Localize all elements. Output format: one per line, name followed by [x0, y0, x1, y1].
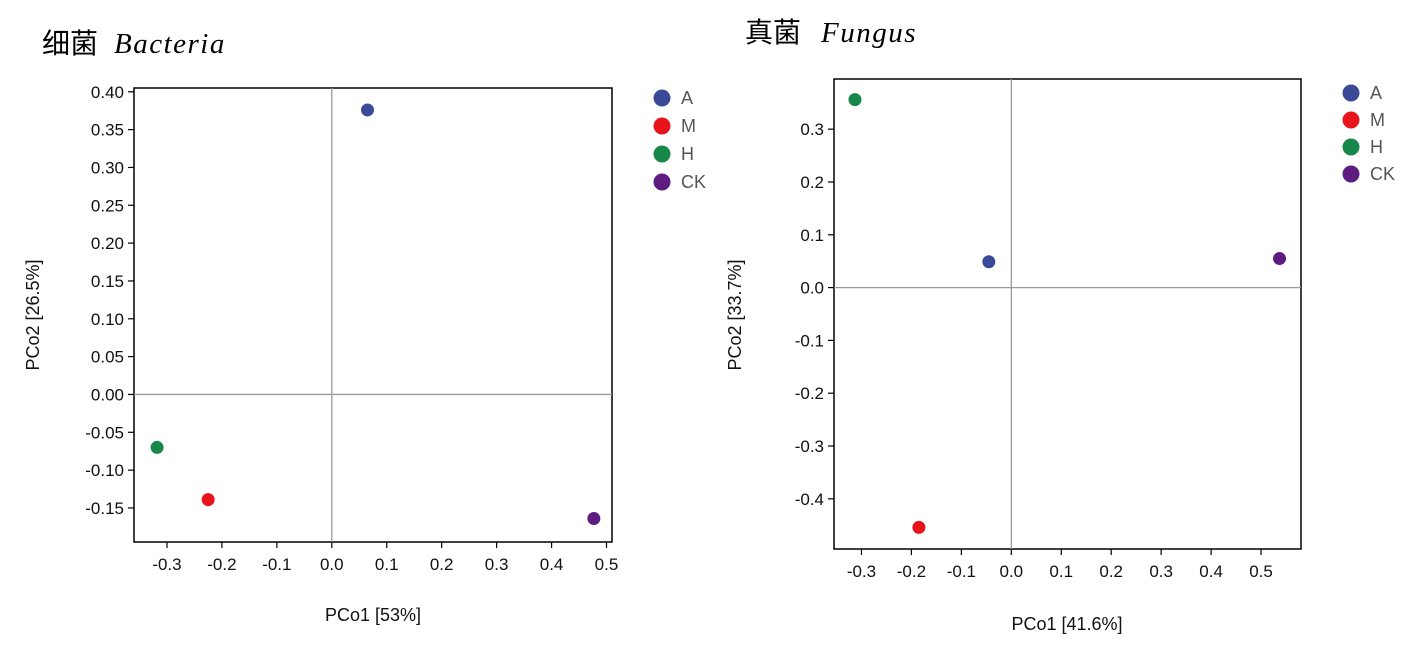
- bacteria-ticks: -0.3 -0.2 -0.1 0.0 0.1 0.2 0.3 0.4 0.5 0.40 0.35 0.…: [85, 83, 618, 574]
- fungus-x-tick-label: 0.3: [1149, 562, 1173, 581]
- fungus-y-axis-label: PCo2 [33.7%]: [725, 259, 745, 370]
- bacteria-y-tick-label: 0.15: [91, 272, 124, 291]
- fungus-legend-label-a: A: [1370, 83, 1382, 103]
- fungus-point-ck: [1273, 252, 1287, 266]
- fungus-x-tick-label: -0.2: [897, 562, 926, 581]
- bacteria-point-m: [201, 493, 215, 507]
- fungus-legend-marker-m: [1342, 111, 1360, 129]
- fungus-y-tick-label: 0.3: [800, 120, 824, 139]
- bacteria-x-tick-label: -0.1: [262, 555, 291, 574]
- fungus-legend-marker-ck: [1342, 165, 1360, 183]
- fungus-legend-marker-a: [1342, 84, 1360, 102]
- bacteria-y-tick-label: 0.40: [91, 83, 124, 102]
- fungus-title-latin: Fungus: [820, 17, 917, 49]
- bacteria-x-tick-label: 0.2: [430, 555, 454, 574]
- bacteria-legend-marker-h: [653, 145, 671, 163]
- bacteria-x-tick-label: 0.3: [485, 555, 509, 574]
- bacteria-legend: AMH CK: [653, 88, 706, 192]
- bacteria-y-tick-label: 0.35: [91, 121, 124, 140]
- fungus-legend-label-m: M: [1370, 110, 1385, 130]
- bacteria-y-tick-label: 0.20: [91, 234, 124, 253]
- fungus-x-tick-label: -0.1: [947, 562, 976, 581]
- fungus-x-axis-label: PCo1 [41.6%]: [1011, 614, 1122, 634]
- bacteria-y-axis-label: PCo2 [26.5%]: [23, 259, 43, 370]
- bacteria-x-tick-label: -0.2: [207, 555, 236, 574]
- bacteria-y-tick-label: -0.05: [85, 423, 124, 442]
- bacteria-point-ck: [587, 512, 601, 526]
- fungus-point-a: [982, 255, 996, 269]
- bacteria-title-latin: Bacteria: [114, 28, 226, 60]
- fungus-title-cn: 真菌: [745, 16, 801, 49]
- fungus-x-tick-label: 0.4: [1199, 562, 1223, 581]
- fungus-x-tick-label: 0.0: [999, 562, 1023, 581]
- fungus-x-tick-label: 0.5: [1249, 562, 1273, 581]
- bacteria-y-tick-label: -0.15: [85, 499, 124, 518]
- fungus-zero-lines: [834, 79, 1301, 549]
- bacteria-x-tick-label: -0.3: [152, 555, 181, 574]
- bacteria-x-tick-label: 0.4: [540, 555, 564, 574]
- bacteria-x-tick-label: 0.5: [595, 555, 619, 574]
- fungus-legend-label-h: H: [1370, 137, 1383, 157]
- bacteria-point-a: [361, 103, 375, 117]
- bacteria-y-tick-label: 0.30: [91, 158, 124, 177]
- fungus-ticks: -0.3 -0.2 -0.1 0.0 0.1 0.2 0.3 0.4 0.5 0.3 0.2 0.1 0…: [795, 120, 1273, 581]
- bacteria-legend-label-ck: CK: [681, 172, 706, 192]
- bacteria-y-tick-label: -0.10: [85, 461, 124, 480]
- fungus-legend-marker-h: [1342, 138, 1360, 156]
- bacteria-plot-frame: [133, 87, 613, 543]
- bacteria-y-tick-label: 0.00: [91, 385, 124, 404]
- bacteria-y-tick-label: 0.10: [91, 310, 124, 329]
- fungus-pcoa-panel: 真菌 Fungus -0.3 -0.2 -0.1 0.0 0.1 0.2 0.3 0.4 0.5…: [725, 16, 1395, 634]
- fungus-y-tick-label: -0.2: [795, 384, 824, 403]
- bacteria-y-tick-label: 0.05: [91, 348, 124, 367]
- bacteria-legend-marker-ck: [653, 173, 671, 191]
- bacteria-x-tick-label: 0.0: [320, 555, 344, 574]
- bacteria-legend-label-m: M: [681, 116, 696, 136]
- fungus-y-tick-label: -0.1: [795, 331, 824, 350]
- bacteria-x-axis-label: PCo1 [53%]: [325, 605, 421, 625]
- fungus-plot-frame: [833, 78, 1302, 550]
- bacteria-legend-marker-m: [653, 117, 671, 135]
- fungus-x-tick-label: -0.3: [847, 562, 876, 581]
- bacteria-y-tick-label: 0.25: [91, 196, 124, 215]
- bacteria-legend-marker-a: [653, 89, 671, 107]
- fungus-y-tick-label: 0.2: [800, 173, 824, 192]
- bacteria-pcoa-panel: 细菌 Bacteria -0.3 -0.2 -0.1 0.0 0.1 0.2 0.3 0.4 0…: [23, 27, 706, 625]
- fungus-legend-label-ck: CK: [1370, 164, 1395, 184]
- bacteria-legend-label-h: H: [681, 144, 694, 164]
- bacteria-x-tick-label: 0.1: [375, 555, 399, 574]
- fungus-y-tick-label: 0.1: [800, 226, 824, 245]
- bacteria-points: [150, 103, 601, 526]
- bacteria-point-h: [150, 440, 164, 454]
- fungus-point-m: [912, 520, 926, 534]
- fungus-y-tick-label: 0.0: [800, 279, 824, 298]
- fungus-legend: AMH CK: [1342, 83, 1395, 184]
- bacteria-title-cn: 细菌: [42, 27, 98, 60]
- fungus-y-tick-label: -0.4: [795, 490, 824, 509]
- bacteria-zero-lines: [134, 88, 612, 542]
- fungus-y-tick-label: -0.3: [795, 437, 824, 456]
- bacteria-legend-label-a: A: [681, 88, 693, 108]
- fungus-points: [848, 93, 1287, 534]
- fungus-point-h: [848, 93, 862, 107]
- fungus-x-tick-label: 0.1: [1049, 562, 1073, 581]
- fungus-x-tick-label: 0.2: [1099, 562, 1123, 581]
